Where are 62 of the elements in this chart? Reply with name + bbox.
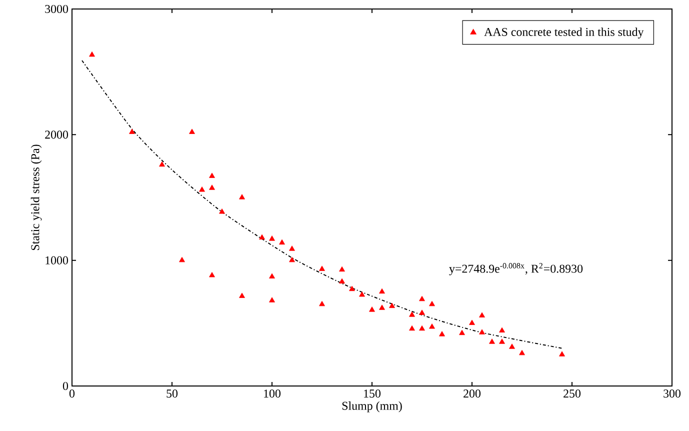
point — [499, 327, 505, 332]
y-tick-label: 0 — [62, 382, 68, 390]
point — [459, 330, 465, 336]
x-tick-label: 50 — [166, 390, 178, 398]
x-tick-label: 250 — [564, 390, 581, 398]
point — [559, 351, 565, 356]
point — [89, 51, 95, 57]
point — [259, 234, 265, 240]
point — [489, 338, 495, 344]
point — [209, 172, 215, 178]
x-tick-label: 300 — [664, 390, 681, 398]
point — [379, 288, 385, 294]
point — [379, 304, 385, 310]
x-axis-title: Slump (mm) — [342, 401, 402, 412]
point — [369, 306, 375, 312]
y-axis-title: Static yield stress (Pa) — [30, 144, 42, 250]
x-tick-label: 100 — [264, 390, 281, 398]
point — [429, 300, 435, 306]
point — [219, 208, 225, 214]
point — [289, 256, 295, 262]
point — [439, 331, 445, 336]
point — [479, 329, 485, 334]
point — [279, 239, 285, 245]
point — [419, 325, 425, 331]
y-tick-label: 3000 — [45, 4, 68, 14]
point — [469, 320, 475, 325]
x-tick-label: 0 — [69, 390, 75, 398]
point — [339, 278, 345, 284]
point — [289, 246, 295, 251]
point — [269, 236, 275, 241]
point — [349, 286, 355, 292]
point — [429, 324, 435, 329]
point — [359, 292, 365, 297]
point — [419, 296, 425, 302]
point — [519, 350, 525, 356]
point — [179, 256, 185, 262]
annotation: y=2748.9e$^{-0.008x}$, R$^{2}$=0.8930 — [449, 263, 583, 276]
point — [419, 310, 425, 315]
point — [129, 128, 135, 134]
point — [499, 338, 505, 344]
point — [509, 344, 515, 349]
y-tick-label: 1000 — [46, 256, 68, 264]
point — [239, 194, 245, 200]
legend-label: AAS concrete tested in this study — [484, 28, 644, 38]
point — [319, 266, 325, 271]
point — [209, 272, 215, 278]
point — [409, 325, 415, 331]
point — [209, 184, 215, 190]
point — [239, 292, 245, 298]
x-tick-label: 200 — [464, 390, 481, 398]
point — [479, 312, 485, 318]
point — [269, 273, 275, 278]
point — [199, 186, 205, 192]
point — [269, 297, 275, 302]
point — [189, 128, 195, 134]
point — [319, 300, 325, 306]
point — [389, 302, 395, 308]
x-tick-label: 150 — [364, 390, 381, 398]
point — [159, 161, 165, 167]
point — [409, 312, 415, 317]
point — [339, 266, 345, 272]
y-tick-label: 2000 — [45, 130, 68, 139]
